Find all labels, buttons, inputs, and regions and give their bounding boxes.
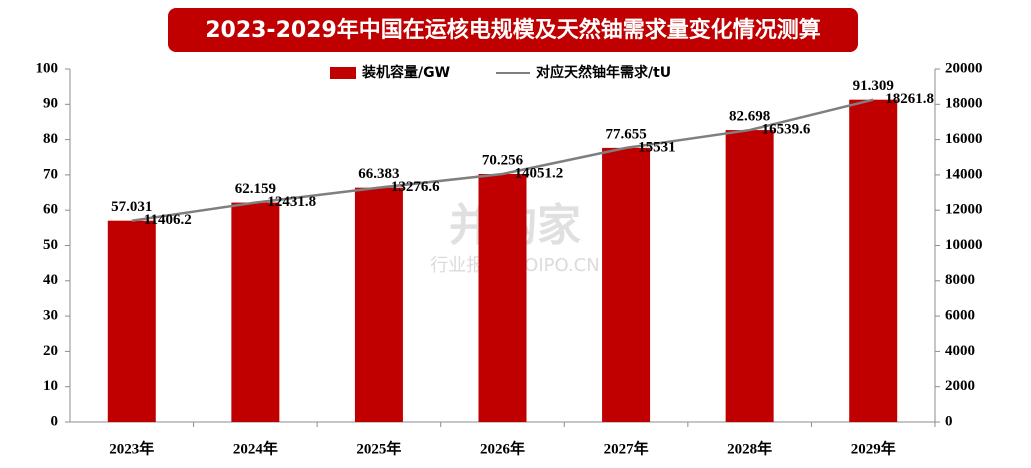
- bar: [849, 99, 898, 422]
- x-tick-label: 2029年: [851, 439, 896, 457]
- y-tick-label: 40: [43, 272, 58, 288]
- y-tick-label: 90: [43, 96, 58, 112]
- x-tick-label: 2024年: [233, 439, 278, 457]
- bar: [107, 220, 156, 422]
- y-tick-label: 100: [36, 60, 59, 76]
- y2-tick-label: 18000: [945, 96, 983, 112]
- bar: [231, 202, 280, 422]
- legend-label: 对应天然铀年需求/tU: [536, 64, 671, 81]
- bar-value-label: 62.159: [235, 181, 276, 197]
- x-tick-label: 2026年: [480, 439, 525, 457]
- bar-value-label: 57.031: [111, 199, 152, 215]
- title-banner: [168, 8, 858, 52]
- bar: [725, 130, 774, 423]
- y2-tick-label: 10000: [945, 237, 983, 253]
- y-tick-label: 0: [51, 413, 59, 429]
- bar-value-label: 70.256: [482, 152, 524, 168]
- line-value-label: 14051.2: [515, 165, 564, 181]
- y-tick-label: 80: [43, 131, 58, 147]
- y2-tick-label: 6000: [945, 308, 975, 324]
- line-value-label: 18261.8: [885, 91, 934, 107]
- line-value-label: 16539.6: [762, 122, 811, 138]
- legend-label: 装机容量/GW: [361, 64, 450, 81]
- line-value-label: 15531: [638, 139, 676, 155]
- bar-value-label: 77.655: [605, 126, 646, 142]
- y2-tick-label: 4000: [945, 343, 975, 359]
- chart-title: 2023-2029年中国在运核电规模及天然铀需求量变化情况测算: [205, 17, 821, 43]
- line-value-label: 12431.8: [267, 194, 316, 210]
- y-tick-label: 30: [43, 308, 58, 324]
- y-tick-label: 60: [43, 202, 58, 218]
- y2-tick-label: 16000: [945, 131, 983, 147]
- bar-value-label: 82.698: [729, 109, 770, 125]
- y2-tick-label: 20000: [945, 60, 983, 76]
- bar: [602, 147, 651, 422]
- bar: [354, 187, 403, 422]
- line-value-label: 13276.6: [391, 179, 440, 195]
- y2-tick-label: 0: [945, 413, 953, 429]
- x-tick-label: 2028年: [727, 439, 772, 457]
- line: [131, 98, 874, 222]
- bar-value-label: 91.309: [853, 78, 894, 94]
- y-tick-label: 20: [43, 343, 58, 359]
- y-tick-label: 70: [43, 166, 58, 182]
- y-tick-label: 10: [43, 378, 58, 394]
- bar-value-label: 66.383: [358, 166, 399, 182]
- y2-tick-label: 2000: [945, 378, 975, 394]
- legend-swatch: [330, 67, 356, 79]
- y2-tick-label: 14000: [945, 166, 983, 182]
- x-tick-label: 2023年: [109, 439, 154, 457]
- y-tick-label: 50: [43, 237, 58, 253]
- x-tick-label: 2027年: [604, 439, 649, 457]
- y2-tick-label: 12000: [945, 202, 983, 218]
- line-value-label: 11406.2: [144, 212, 192, 228]
- y2-tick-label: 8000: [945, 272, 975, 288]
- x-tick-label: 2025年: [356, 439, 401, 457]
- bar: [478, 173, 527, 422]
